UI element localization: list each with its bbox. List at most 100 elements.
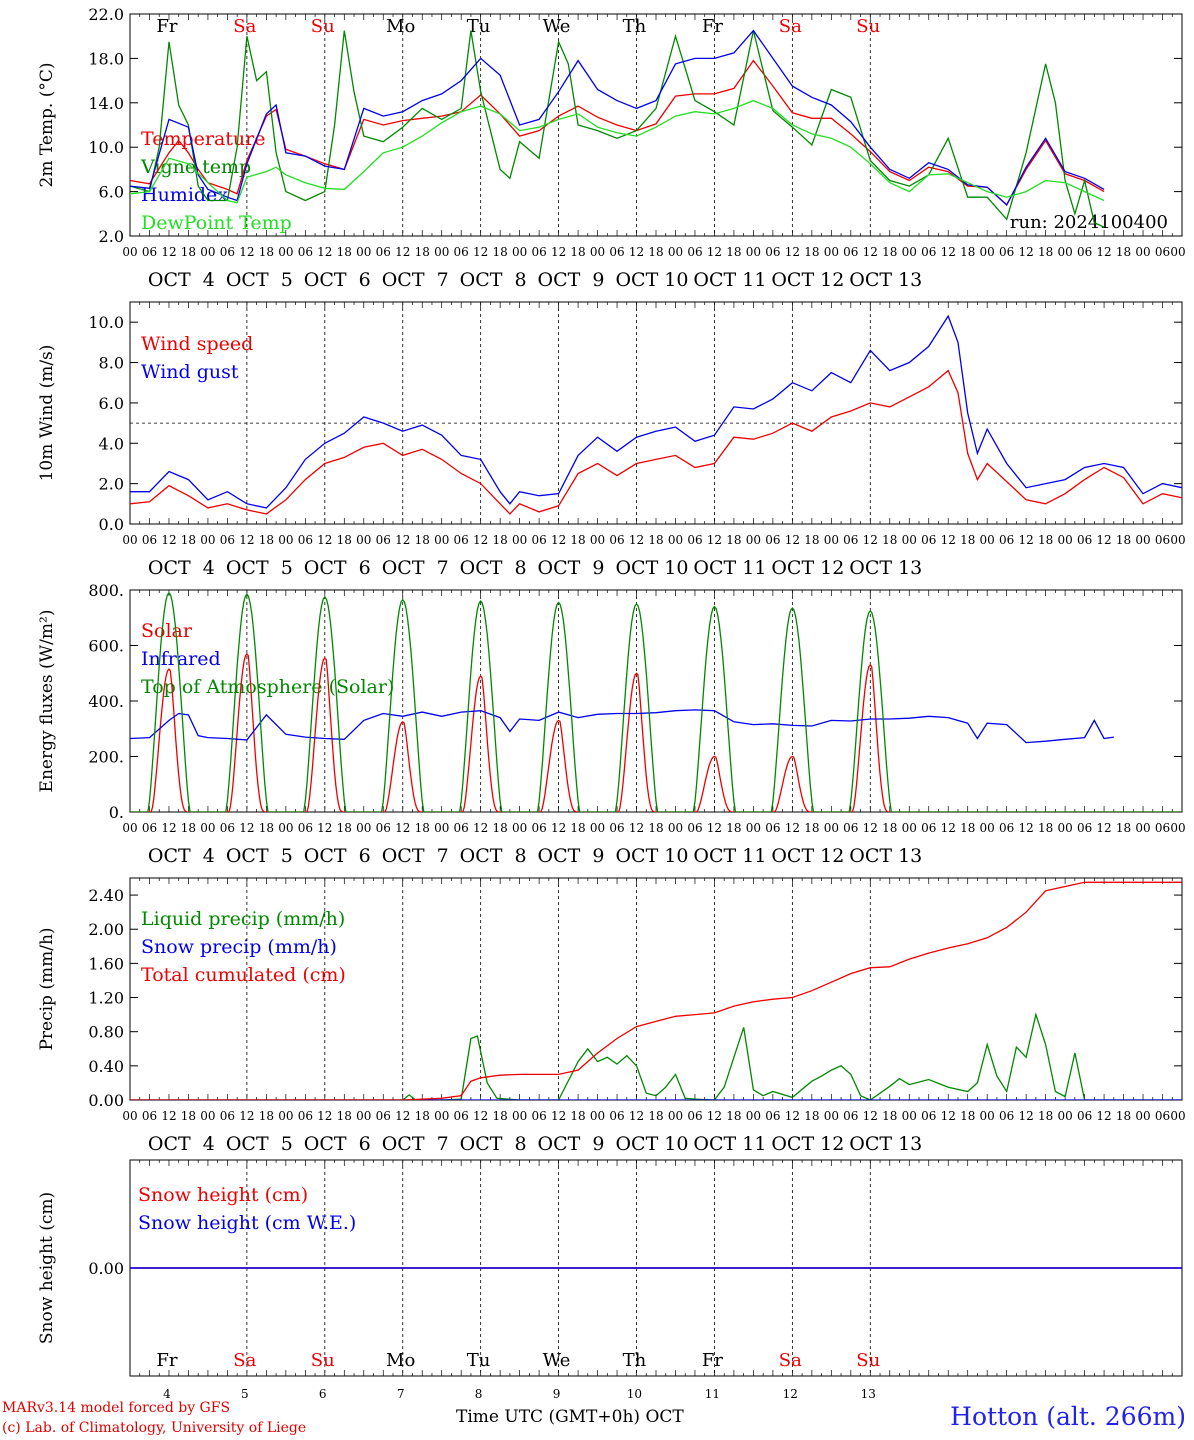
meteogram: 2.0 6.0 10.0 14.0 18.0 22.0 2m Temp. (°C) 00 06 1… <box>37 5 1186 1400</box>
y-axis-label: Snow height (cm) <box>37 1192 57 1344</box>
x-hour-label: 18 <box>181 821 196 835</box>
y-tick-label: 0.0 <box>99 515 124 534</box>
x-hour-label: 00 <box>434 245 449 259</box>
x-hour-label: 18 <box>493 533 508 547</box>
weekday-label: Fr <box>702 1350 723 1371</box>
x-hour-label: 00 <box>1057 1109 1072 1123</box>
x-hour-label: 00 <box>122 533 137 547</box>
x-hour-label: 18 <box>960 533 975 547</box>
panel-4: 0.00 0.40 0.80 1.20 1.60 2.00 2.40 Precip (mm/h… <box>37 877 1186 1155</box>
x-hour-label: 06 <box>376 821 391 835</box>
x-hour-label: 12 <box>1096 245 1111 259</box>
x-hour-label: 12 <box>941 1109 956 1123</box>
x-date-label: OCT 11 <box>693 845 766 867</box>
x-hour-label: 12 <box>629 1109 644 1123</box>
x-hour-label: 00 <box>746 533 761 547</box>
x-date-label: OCT 11 <box>693 557 766 579</box>
x-hour-label: 06 <box>142 1109 157 1123</box>
x-hour-label: 18 <box>493 821 508 835</box>
y-tick-label: 18.0 <box>88 49 124 68</box>
x-hour-label: 06 <box>609 245 624 259</box>
x-hour-label: 12 <box>317 821 332 835</box>
day-number-label: 13 <box>861 1387 876 1400</box>
x-hour-label: 00 <box>278 821 293 835</box>
x-date-label: OCT 4 <box>148 1133 215 1155</box>
x-hour-label: 06 <box>454 245 469 259</box>
day-number-label: 10 <box>627 1387 642 1400</box>
x-date-label: OCT 5 <box>226 269 293 291</box>
x-hour-label: 18 <box>804 533 819 547</box>
y-tick-label: 0.80 <box>88 1023 124 1042</box>
x-hour-label: 12 <box>395 821 410 835</box>
x-hour-label: 12 <box>1019 533 1034 547</box>
x-hour-label: 18 <box>804 821 819 835</box>
x-hour-label: 00 <box>278 245 293 259</box>
x-hour-label: 18 <box>882 533 897 547</box>
x-date-label: OCT 8 <box>460 845 527 867</box>
x-hour-label: 06 <box>1077 245 1092 259</box>
x-hour-label: 18 <box>1038 533 1053 547</box>
x-hour-label: 06 <box>142 821 157 835</box>
y-axis-label: Energy fluxes (W/m²) <box>37 610 57 793</box>
x-hour-label: 00 <box>122 1109 137 1123</box>
x-hour-label: 12 <box>473 821 488 835</box>
x-date-label: OCT 10 <box>615 845 688 867</box>
x-hour-label: 00 <box>590 1109 605 1123</box>
panel-frame <box>129 301 1183 525</box>
y-tick-label: 200. <box>88 748 124 767</box>
x-hour-label: 12 <box>707 1109 722 1123</box>
x-hour-label: 18 <box>1116 245 1131 259</box>
x-hour-label: 12 <box>629 821 644 835</box>
x-hour-label: 00 <box>1057 245 1072 259</box>
x-hour-label: 06 <box>765 533 780 547</box>
x-hour-label: 00 <box>668 821 683 835</box>
x-hour-label: 18 <box>804 245 819 259</box>
legend-entry: Snow height (cm W.E.) <box>138 1212 356 1234</box>
panel-1: 2.06.010.014.018.022.02m Temp. (°C)00 06 1… <box>37 5 1186 291</box>
x-hour-label: 00 <box>1057 821 1072 835</box>
x-hour-label: 18 <box>1116 821 1131 835</box>
x-hour-label: 06 <box>142 533 157 547</box>
y-tick-label: 6.0 <box>99 183 124 202</box>
x-hour-label: 12 <box>395 245 410 259</box>
x-hour-label: 12 <box>161 1109 176 1123</box>
series-line <box>130 59 1105 206</box>
x-hour-label: 18 <box>570 1109 585 1123</box>
x-hour-label: 06 <box>454 533 469 547</box>
day-number-label: 9 <box>553 1387 561 1400</box>
x-hour-label: 12 <box>1096 821 1111 835</box>
x-hour-label: 18 <box>726 821 741 835</box>
x-hour-label: 18 <box>1116 1109 1131 1123</box>
x-hour-label: 00 <box>824 245 839 259</box>
x-hour-label: 18 <box>648 533 663 547</box>
y-axis-label: 2m Temp. (°C) <box>37 62 57 187</box>
x-hour-label: 00 <box>1135 533 1150 547</box>
x-date-label: OCT 6 <box>304 557 371 579</box>
x-hour-label: 06 <box>765 245 780 259</box>
legend-entry: Temperature <box>141 128 265 150</box>
x-hour-label: 00 <box>434 821 449 835</box>
y-tick-label: 600. <box>88 637 124 656</box>
x-hour-label: 18 <box>648 1109 663 1123</box>
weekday-label: Fr <box>156 16 177 37</box>
x-hour-label: 00 <box>746 821 761 835</box>
x-hour-label: 18 <box>960 1109 975 1123</box>
weekday-label: Sa <box>779 16 802 37</box>
day-number-label: 7 <box>397 1387 405 1400</box>
x-hour-label: 06 <box>999 533 1014 547</box>
panel-3: 0. 200. 400. 600. 800. Energy fluxes (W/m²) 00… <box>37 581 1186 867</box>
x-hour-label: 06 <box>687 1109 702 1123</box>
x-hour-label: 06 <box>1077 1109 1092 1123</box>
x-hour-label: 06 <box>1155 821 1170 835</box>
x-date-label: OCT 5 <box>226 845 293 867</box>
x-date-label: OCT 12 <box>771 269 844 291</box>
x-hour-label: 00 <box>1170 821 1185 835</box>
x-hour-label: 18 <box>181 245 196 259</box>
x-hour-label: 18 <box>259 245 274 259</box>
x-hour-label: 00 <box>1135 821 1150 835</box>
x-hour-label: 00 <box>746 1109 761 1123</box>
x-date-label: OCT 7 <box>382 557 449 579</box>
x-hour-label: 06 <box>999 1109 1014 1123</box>
weekday-label: Sa <box>233 16 256 37</box>
x-hour-label: 12 <box>707 821 722 835</box>
